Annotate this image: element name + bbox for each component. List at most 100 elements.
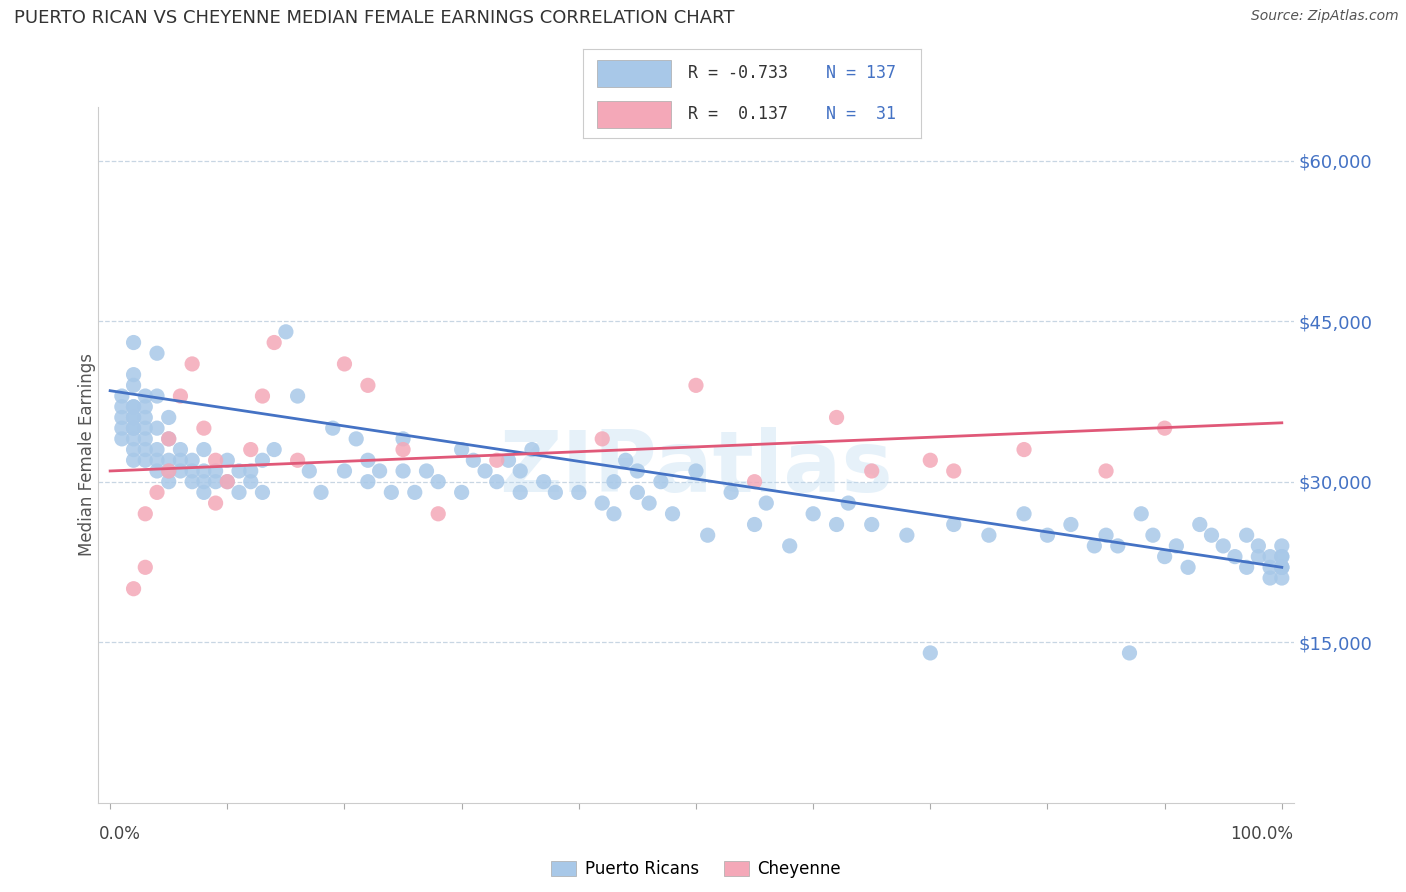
- Text: N = 137: N = 137: [827, 64, 897, 82]
- Point: [217, 453, 239, 467]
- Point: [1271, 549, 1294, 564]
- Point: [122, 453, 145, 467]
- Point: [1271, 560, 1294, 574]
- Point: [415, 464, 437, 478]
- Text: 100.0%: 100.0%: [1230, 825, 1294, 843]
- Point: [146, 485, 169, 500]
- Point: [696, 528, 718, 542]
- Point: [614, 453, 637, 467]
- Point: [322, 421, 344, 435]
- Point: [474, 464, 496, 478]
- Point: [1236, 528, 1258, 542]
- Point: [1271, 560, 1294, 574]
- Point: [309, 485, 332, 500]
- Point: [252, 485, 274, 500]
- Point: [1247, 539, 1270, 553]
- Point: [837, 496, 859, 510]
- Point: [111, 389, 134, 403]
- Point: [650, 475, 672, 489]
- Point: [603, 507, 626, 521]
- Point: [122, 400, 145, 414]
- Text: N =  31: N = 31: [827, 105, 897, 123]
- Point: [134, 421, 156, 435]
- Point: [169, 453, 191, 467]
- Text: ZIPatlas: ZIPatlas: [499, 427, 893, 510]
- Point: [122, 442, 145, 457]
- Point: [181, 475, 204, 489]
- Point: [287, 389, 309, 403]
- Point: [193, 485, 215, 500]
- Point: [626, 464, 648, 478]
- Point: [157, 432, 180, 446]
- Point: [146, 453, 169, 467]
- Point: [181, 357, 204, 371]
- Point: [1153, 549, 1175, 564]
- Point: [357, 453, 380, 467]
- Point: [204, 453, 226, 467]
- Point: [1236, 560, 1258, 574]
- Point: [111, 400, 134, 414]
- Point: [1247, 549, 1270, 564]
- Point: [626, 485, 648, 500]
- Point: [134, 442, 156, 457]
- Text: 0.0%: 0.0%: [98, 825, 141, 843]
- Point: [274, 325, 297, 339]
- Point: [825, 410, 848, 425]
- Point: [544, 485, 567, 500]
- Point: [333, 464, 356, 478]
- Point: [744, 475, 766, 489]
- Point: [122, 582, 145, 596]
- Point: [157, 475, 180, 489]
- Point: [146, 421, 169, 435]
- Point: [1271, 549, 1294, 564]
- Text: PUERTO RICAN VS CHEYENNE MEDIAN FEMALE EARNINGS CORRELATION CHART: PUERTO RICAN VS CHEYENNE MEDIAN FEMALE E…: [14, 9, 734, 27]
- Point: [157, 410, 180, 425]
- Point: [368, 464, 391, 478]
- Point: [157, 432, 180, 446]
- Point: [485, 475, 508, 489]
- Point: [122, 432, 145, 446]
- Point: [287, 453, 309, 467]
- Point: [1153, 421, 1175, 435]
- Point: [146, 464, 169, 478]
- Point: [779, 539, 801, 553]
- Point: [427, 475, 450, 489]
- Point: [122, 410, 145, 425]
- Point: [1271, 560, 1294, 574]
- Point: [333, 357, 356, 371]
- Point: [1036, 528, 1059, 542]
- Point: [1142, 528, 1164, 542]
- Point: [920, 646, 942, 660]
- Text: Source: ZipAtlas.com: Source: ZipAtlas.com: [1251, 9, 1399, 23]
- Point: [357, 378, 380, 392]
- Point: [801, 507, 824, 521]
- Point: [942, 517, 965, 532]
- Text: R = -0.733: R = -0.733: [688, 64, 789, 82]
- Point: [228, 464, 250, 478]
- Point: [1083, 539, 1105, 553]
- Point: [1258, 549, 1281, 564]
- Point: [392, 442, 415, 457]
- Point: [169, 464, 191, 478]
- Point: [860, 517, 883, 532]
- Point: [298, 464, 321, 478]
- Point: [450, 485, 472, 500]
- Point: [122, 400, 145, 414]
- Legend: Puerto Ricans, Cheyenne: Puerto Ricans, Cheyenne: [544, 854, 848, 885]
- Point: [217, 475, 239, 489]
- Point: [533, 475, 555, 489]
- Point: [463, 453, 485, 467]
- Point: [134, 410, 156, 425]
- Point: [1258, 571, 1281, 585]
- Point: [1271, 571, 1294, 585]
- Point: [146, 442, 169, 457]
- Point: [860, 464, 883, 478]
- Point: [204, 475, 226, 489]
- Point: [134, 507, 156, 521]
- Point: [1118, 646, 1140, 660]
- Point: [520, 442, 543, 457]
- Point: [157, 464, 180, 478]
- Point: [591, 496, 613, 510]
- Point: [134, 389, 156, 403]
- Point: [134, 400, 156, 414]
